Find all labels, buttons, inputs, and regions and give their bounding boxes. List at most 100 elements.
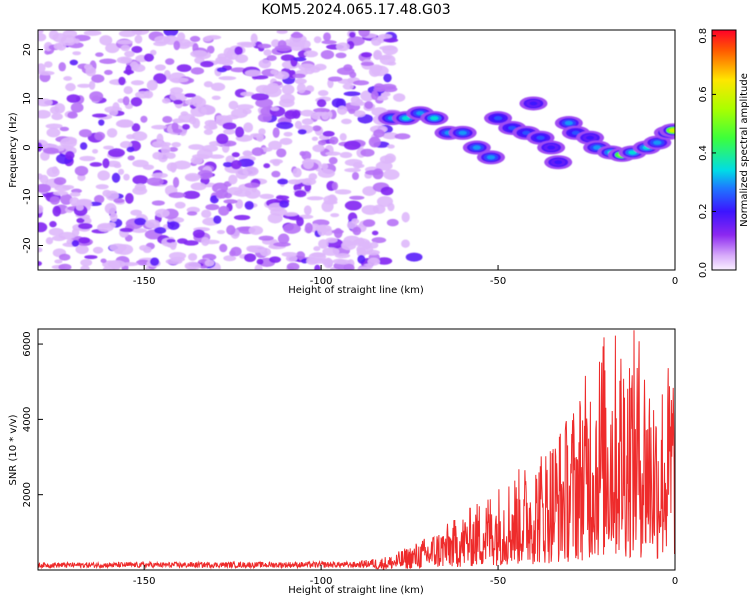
heatmap-cell (355, 99, 364, 105)
heatmap-cell (244, 188, 261, 199)
heatmap-cell (92, 246, 104, 254)
heatmap-cell (329, 136, 339, 145)
heatmap-cell (119, 227, 133, 233)
heatmap-cell (304, 222, 313, 234)
heatmap-cell (172, 177, 180, 188)
heatmap-cell (361, 204, 379, 215)
heatmap-cell (120, 44, 131, 52)
heatmap-cell (393, 93, 406, 102)
heatmap-cell (276, 30, 288, 34)
heatmap-cell (48, 227, 64, 236)
heatmap-cell (231, 152, 240, 158)
heatmap-cell (236, 104, 254, 110)
spectrogram-y-label: Frequency (Hz) (8, 112, 19, 188)
heatmap-cell (270, 106, 280, 111)
heatmap-cell (123, 86, 133, 95)
heatmap-cell (357, 254, 366, 264)
heatmap-cell (100, 258, 107, 264)
heatmap-cell (240, 41, 256, 48)
heatmap-cell (352, 80, 370, 86)
heatmap-cell (126, 134, 135, 140)
y-tick-label: 6000 (22, 331, 33, 356)
heatmap-ridge-cell (564, 121, 573, 126)
heatmap-cell (168, 146, 178, 152)
heatmap-cell (105, 43, 120, 54)
snr-y-label: SNR (10 * v/v) (8, 414, 19, 485)
x-tick-label: 0 (672, 276, 678, 287)
heatmap-cell (152, 141, 167, 148)
heatmap-cell (376, 95, 389, 101)
heatmap-cell (176, 64, 192, 72)
heatmap-cell (284, 110, 298, 120)
heatmap-cell (335, 52, 347, 59)
heatmap-ridge-cell (508, 125, 517, 130)
heatmap-cell (45, 123, 63, 129)
heatmap-cell (151, 172, 168, 179)
heatmap-cell (216, 67, 227, 73)
heatmap-cell (152, 151, 164, 160)
heatmap-cell (201, 144, 219, 153)
snr-panel: -150 -100 -50 0 2000 4000 6000 Height of stra… (8, 328, 678, 596)
heatmap-cell (169, 242, 177, 250)
colorbar-tick-label: 0.2 (698, 204, 709, 220)
heatmap-ridge-cell (593, 145, 602, 150)
heatmap-cell (182, 123, 190, 130)
heatmap-cell (378, 33, 393, 39)
heatmap-cell (130, 80, 145, 86)
snr-frame (37, 328, 676, 571)
heatmap-cell (216, 229, 226, 235)
x-tick-label: -100 (310, 276, 333, 287)
heatmap-cell (334, 253, 351, 259)
heatmap-cell (366, 249, 380, 256)
heatmap-cell (321, 40, 337, 45)
heatmap-cell (188, 144, 205, 150)
heatmap-cell (69, 59, 78, 66)
heatmap-cell (215, 115, 225, 120)
heatmap-cell (244, 200, 254, 210)
heatmap-cell (38, 247, 43, 253)
heatmap-ridge-cell (472, 145, 481, 150)
heatmap-cell (122, 96, 130, 106)
heatmap-cell (93, 194, 105, 204)
heatmap-cell (228, 100, 239, 110)
heatmap-cell (229, 250, 236, 257)
heatmap-cell (295, 251, 306, 260)
heatmap-cell (254, 264, 263, 270)
heatmap-cell (235, 126, 245, 138)
heatmap-cell (313, 246, 321, 252)
heatmap-cell (275, 195, 290, 200)
heatmap-cell (79, 155, 96, 162)
heatmap-cell (353, 110, 366, 118)
heatmap-cell (328, 156, 338, 165)
heatmap-cell (315, 224, 332, 233)
heatmap-cell (284, 212, 299, 217)
heatmap-cell (75, 244, 89, 255)
heatmap-cell (121, 262, 139, 267)
heatmap-cell (258, 235, 274, 241)
heatmap-cell (170, 87, 184, 94)
heatmap-cell (209, 154, 225, 159)
x-tick-label: -50 (490, 576, 506, 587)
heatmap-cell (118, 168, 125, 175)
heatmap-cell (172, 128, 183, 134)
heatmap-cell (233, 214, 251, 221)
heatmap-cell (91, 74, 105, 83)
heatmap-cell (58, 263, 72, 270)
heatmap-cell (81, 214, 90, 220)
heatmap-cell (320, 49, 335, 60)
heatmap-cell (235, 168, 249, 180)
heatmap-cell (223, 199, 238, 204)
heatmap-cell (201, 209, 212, 218)
heatmap-cell (317, 139, 327, 146)
heatmap-cell (120, 57, 131, 63)
heatmap-cell (339, 133, 347, 141)
snr-y-axis: 2000 4000 6000 (22, 331, 43, 507)
heatmap-cell (54, 184, 71, 192)
heatmap-cell (60, 137, 77, 148)
heatmap-cell (287, 179, 302, 185)
heatmap-cell (294, 78, 307, 85)
heatmap-cell (203, 81, 214, 88)
heatmap-cell (323, 32, 331, 42)
heatmap-cell (226, 225, 236, 236)
heatmap-cell (386, 218, 399, 227)
